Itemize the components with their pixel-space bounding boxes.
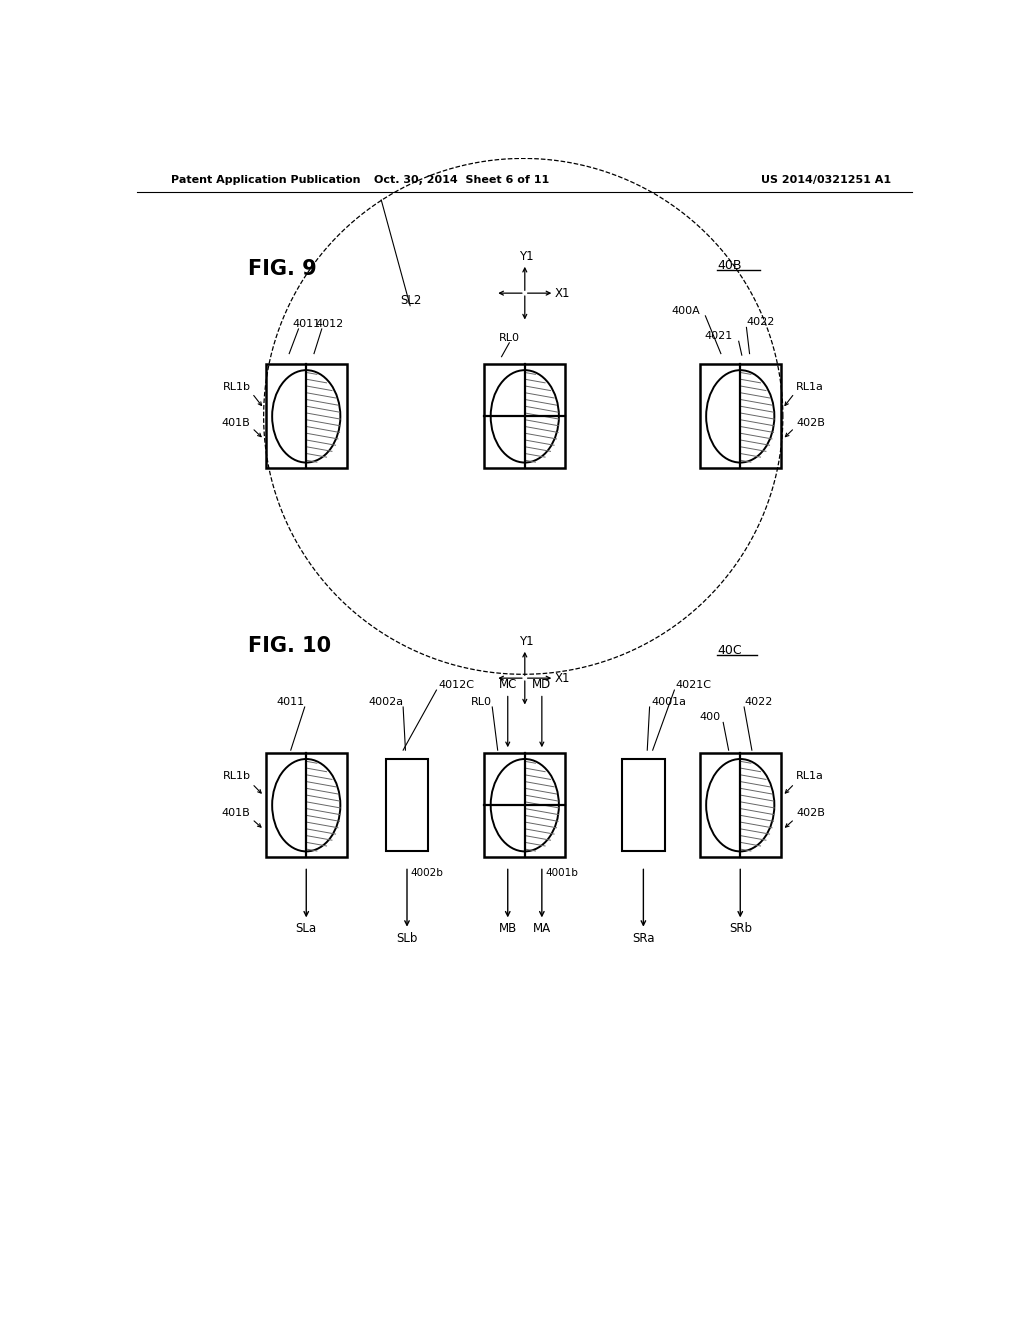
Text: 4021: 4021 [705, 331, 732, 342]
Text: MB: MB [499, 921, 517, 935]
Text: Oct. 30, 2014  Sheet 6 of 11: Oct. 30, 2014 Sheet 6 of 11 [374, 176, 549, 185]
Text: RL1a: RL1a [796, 771, 824, 781]
Text: 400: 400 [699, 713, 721, 722]
Text: FIG. 10: FIG. 10 [248, 636, 331, 656]
Text: 4012C: 4012C [438, 680, 474, 690]
Text: 40C: 40C [717, 644, 741, 656]
Text: 400A: 400A [671, 306, 700, 315]
Text: 4001b: 4001b [546, 869, 579, 878]
Text: FIG. 9: FIG. 9 [248, 259, 316, 279]
Text: SLb: SLb [396, 932, 418, 945]
Bar [484, 754, 565, 857]
Bar [699, 754, 781, 857]
Text: MC: MC [499, 678, 517, 692]
Text: 4002a: 4002a [368, 697, 403, 708]
Text: 402B: 402B [796, 417, 825, 428]
Text: SLa: SLa [296, 921, 316, 935]
Text: 402B: 402B [796, 808, 825, 818]
Text: SRb: SRb [729, 921, 752, 935]
Text: 4011: 4011 [292, 319, 321, 329]
Text: MA: MA [532, 921, 551, 935]
Text: MD: MD [532, 678, 552, 692]
Text: Patent Application Publication: Patent Application Publication [171, 176, 360, 185]
Bar [622, 759, 665, 851]
Text: SL2: SL2 [400, 294, 422, 308]
Text: RL1b: RL1b [222, 771, 251, 781]
Bar [699, 364, 781, 469]
Text: 4012: 4012 [315, 319, 344, 329]
Text: 4022: 4022 [746, 317, 775, 327]
Text: RL0: RL0 [499, 333, 520, 343]
Text: SRa: SRa [632, 932, 654, 945]
Text: X1: X1 [554, 672, 569, 685]
Text: US 2014/0321251 A1: US 2014/0321251 A1 [761, 176, 891, 185]
Text: 401B: 401B [222, 808, 251, 818]
Text: RL0: RL0 [471, 697, 493, 708]
Text: 4002b: 4002b [411, 869, 443, 878]
Bar [386, 759, 428, 851]
Text: 401B: 401B [222, 417, 251, 428]
Bar [265, 754, 347, 857]
Bar [484, 364, 565, 469]
Text: 4022: 4022 [744, 697, 772, 708]
Text: X1: X1 [554, 286, 569, 300]
Text: 4021C: 4021C [676, 680, 712, 690]
Text: 4011: 4011 [276, 697, 305, 708]
Text: Y1: Y1 [519, 635, 534, 648]
Text: RL1b: RL1b [222, 381, 251, 392]
Bar [265, 364, 347, 469]
Text: 4001a: 4001a [651, 697, 686, 708]
Text: 40B: 40B [717, 259, 741, 272]
Text: Y1: Y1 [519, 249, 534, 263]
Text: RL1a: RL1a [796, 381, 824, 392]
